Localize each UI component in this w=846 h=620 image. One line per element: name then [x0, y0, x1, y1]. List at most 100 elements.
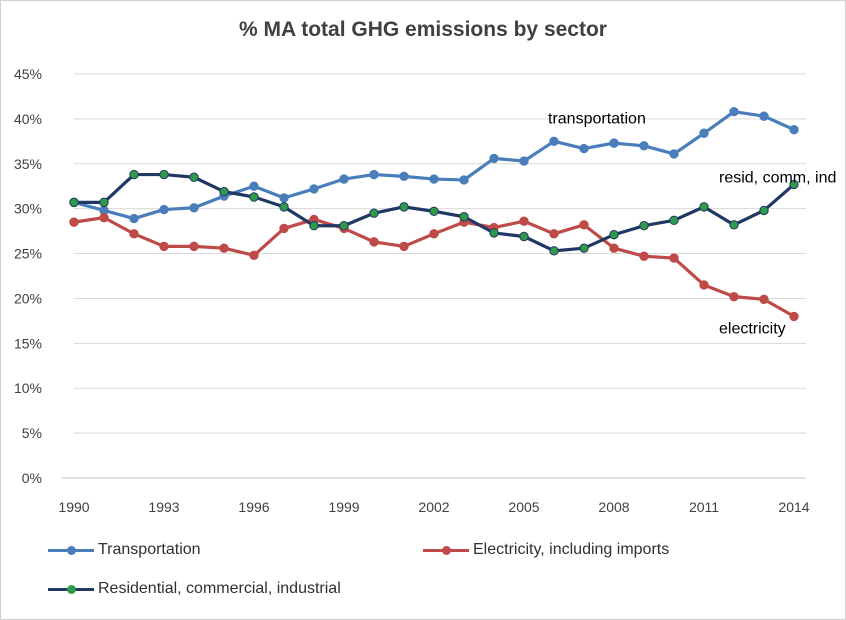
data-point	[339, 221, 349, 231]
data-point	[159, 169, 169, 180]
x-tick-label: 2002	[418, 499, 449, 515]
data-point	[519, 216, 529, 226]
data-point	[759, 111, 769, 121]
data-point	[249, 192, 259, 202]
x-tick-label: 2008	[598, 499, 629, 515]
legend-label: Electricity, including imports	[473, 541, 670, 558]
series-line	[73, 110, 795, 221]
y-axis: 0% 5% 10% 15% 20% 25% 30% 35% 40% 45%	[14, 66, 42, 486]
x-tick-label: 1996	[238, 499, 269, 515]
data-point	[639, 141, 649, 151]
data-point	[729, 107, 739, 117]
data-point	[669, 149, 679, 159]
legend-label: Residential, commercial, industrial	[98, 580, 341, 597]
data-point	[369, 169, 379, 180]
annotations: transportation resid, comm, ind electricit…	[548, 110, 836, 337]
data-point	[369, 208, 379, 218]
data-point	[429, 174, 439, 184]
data-point	[429, 229, 439, 239]
data-point	[159, 204, 169, 215]
line-chart: 0%5%10%15%20%25%30%35%40%45% 1990 1993 199…	[14, 66, 836, 515]
data-point	[489, 228, 499, 238]
data-point	[69, 197, 79, 208]
data-point	[129, 169, 139, 180]
data-point	[189, 172, 199, 182]
x-tick-label: 1999	[328, 499, 359, 515]
data-point	[519, 231, 529, 242]
data-point	[579, 143, 589, 154]
data-point	[339, 174, 349, 184]
data-point	[249, 181, 259, 191]
data-point	[699, 280, 709, 290]
y-tick-label: 20%	[14, 290, 42, 306]
data-point	[639, 221, 649, 231]
data-point	[249, 250, 259, 261]
data-point	[729, 220, 739, 230]
data-point	[399, 241, 409, 252]
data-point	[219, 186, 229, 197]
data-point	[579, 243, 589, 253]
data-point	[129, 229, 139, 239]
data-point	[309, 184, 319, 194]
y-tick-label: 25%	[14, 246, 42, 262]
y-tick-label: 45%	[14, 66, 42, 82]
data-point	[759, 205, 769, 216]
x-tick-label: 2005	[508, 499, 539, 515]
data-point	[789, 311, 799, 322]
data-point	[609, 230, 619, 240]
series-points	[69, 107, 799, 322]
data-point	[309, 221, 319, 231]
x-axis: 1990 1993 1996 1999 2002 2005 2008 2011 2014	[58, 477, 810, 515]
x-tick-label: 1990	[58, 499, 89, 515]
data-point	[549, 229, 559, 239]
y-tick-label: 40%	[14, 111, 42, 127]
data-point	[189, 241, 199, 252]
data-point	[789, 124, 799, 135]
data-point	[609, 243, 619, 253]
legend-swatch-transportation	[48, 543, 94, 557]
data-point	[189, 203, 199, 213]
data-point	[219, 243, 229, 253]
data-point	[699, 128, 709, 138]
data-point	[399, 202, 409, 212]
legend-item-electricity: Electricity, including imports	[423, 539, 669, 561]
data-point	[99, 197, 109, 208]
gridlines	[74, 73, 806, 479]
data-point	[789, 179, 799, 190]
annotation-label: resid, comm, ind	[719, 170, 836, 187]
annotation-label: transportation	[548, 110, 646, 127]
legend-swatch-electricity	[423, 543, 469, 557]
data-point	[729, 291, 739, 302]
x-tick-label: 2011	[689, 499, 719, 515]
data-point	[159, 241, 169, 252]
data-point	[69, 217, 79, 227]
y-tick-label: 15%	[14, 335, 42, 351]
y-tick-label: 10%	[14, 380, 42, 396]
x-tick-label: 1993	[148, 499, 179, 515]
data-point	[549, 246, 559, 256]
legend-item-transportation: Transportation	[48, 539, 201, 561]
legend-item-residential: Residential, commercial, industrial	[48, 578, 341, 600]
data-point	[129, 213, 139, 224]
data-point	[669, 253, 679, 263]
y-tick-label: 5%	[22, 425, 42, 441]
y-tick-label: 0%	[22, 470, 42, 486]
data-point	[519, 156, 529, 166]
data-point	[279, 223, 289, 234]
legend-swatch-residential	[48, 582, 94, 596]
data-point	[639, 251, 649, 261]
data-point	[489, 153, 499, 164]
data-point	[579, 220, 589, 230]
x-tick-label: 2014	[778, 499, 809, 515]
chart-title: % MA total GHG emissions by sector	[239, 18, 607, 41]
data-point	[759, 294, 769, 305]
data-point	[549, 136, 559, 147]
data-point	[99, 212, 109, 223]
y-tick-label: 30%	[14, 201, 42, 217]
data-point	[459, 212, 469, 222]
legend-label: Transportation	[98, 541, 201, 558]
y-tick-label: 35%	[14, 156, 42, 172]
data-point	[699, 202, 709, 212]
data-point	[609, 138, 619, 148]
